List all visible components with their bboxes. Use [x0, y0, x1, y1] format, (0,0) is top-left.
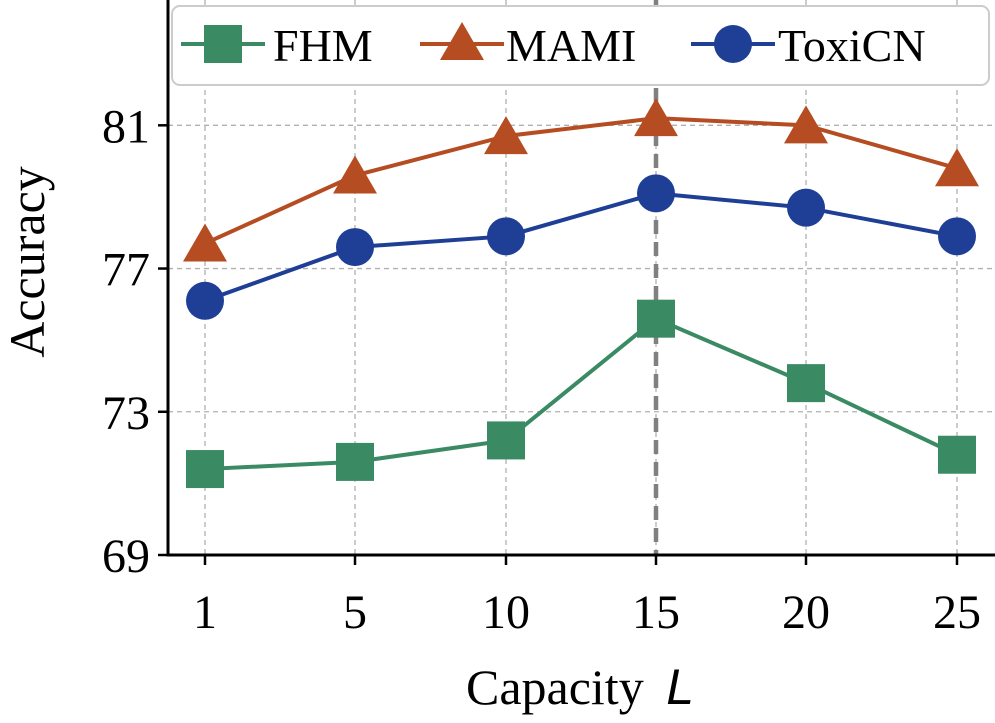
y-tick-label: 77: [102, 244, 150, 297]
series-layer: [183, 98, 979, 489]
series-toxicn: [186, 174, 976, 320]
legend-label-mami: MAMI: [506, 20, 636, 71]
data-point-toxicn: [487, 217, 525, 256]
x-tick-label: 25: [933, 586, 981, 639]
y-tick-label: 69: [102, 530, 150, 583]
data-point-fhm: [637, 299, 675, 338]
y-axis-label: Accuracy: [0, 166, 55, 358]
x-axis-label-text: Capacity: [466, 659, 644, 715]
data-point-mami: [935, 148, 979, 187]
data-point-fhm: [336, 442, 374, 481]
y-tick-label: 81: [102, 100, 150, 153]
data-point-fhm: [186, 450, 224, 489]
x-tick-label: 15: [632, 586, 680, 639]
legend-marker-toxicn: [714, 25, 752, 63]
x-axis-label-variable: L: [666, 659, 694, 715]
x-tick-label: 20: [782, 586, 830, 639]
legend-label-toxicn: ToxiCN: [778, 20, 926, 71]
x-tick-label: 1: [193, 586, 217, 639]
series-line-mami: [204, 116, 958, 246]
data-point-mami: [484, 116, 528, 155]
data-point-toxicn: [336, 228, 374, 267]
x-tick-label: 5: [343, 586, 367, 639]
legend-marker-mami: [440, 22, 484, 60]
data-point-toxicn: [938, 217, 976, 256]
series-line-toxicn: [204, 191, 958, 303]
data-point-mami: [183, 223, 227, 262]
data-point-toxicn: [637, 174, 675, 213]
data-point-mami: [634, 98, 678, 137]
series-line-fhm: [204, 316, 958, 472]
x-axis-label: Capacity L: [466, 659, 694, 715]
legend-label-fhm: FHM: [273, 20, 373, 71]
data-point-fhm: [787, 364, 825, 403]
data-point-mami: [784, 105, 828, 144]
data-point-fhm: [938, 435, 976, 474]
data-point-toxicn: [787, 188, 825, 227]
legend: FHM MAMI ToxiCN: [171, 5, 990, 86]
series-fhm: [186, 299, 976, 489]
data-point-fhm: [487, 421, 525, 460]
legend-frame: [171, 5, 990, 86]
data-point-toxicn: [186, 281, 224, 320]
y-tick-label: 73: [102, 387, 150, 440]
x-tick-label: 10: [482, 586, 530, 639]
legend-marker-fhm: [204, 25, 242, 63]
data-point-mami: [333, 155, 377, 194]
series-mami: [183, 98, 979, 262]
